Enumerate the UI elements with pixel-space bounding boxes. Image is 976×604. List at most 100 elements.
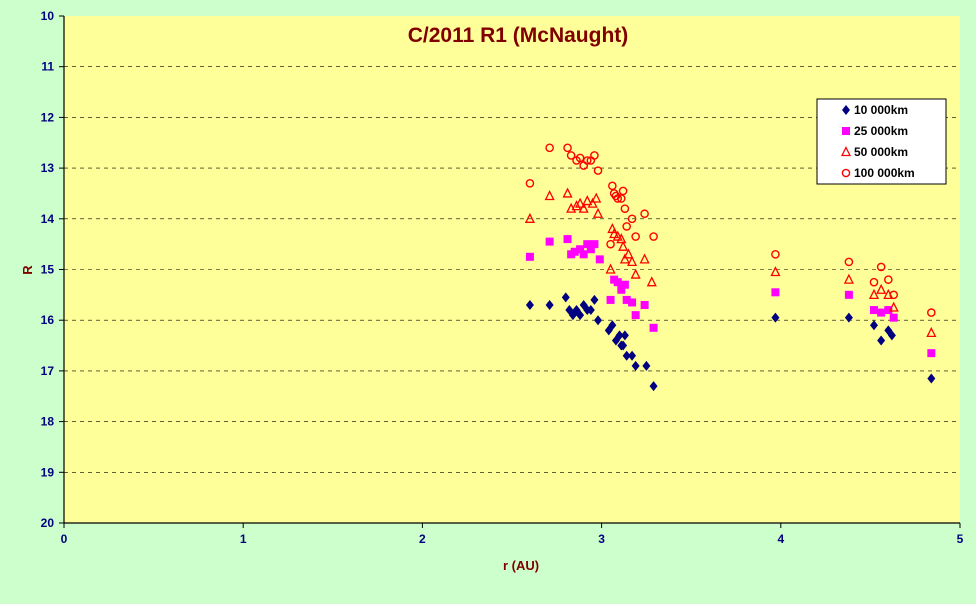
legend-marker bbox=[841, 168, 851, 178]
data-point bbox=[622, 350, 631, 361]
data-point bbox=[620, 204, 630, 213]
data-point bbox=[563, 235, 572, 244]
data-point bbox=[606, 295, 615, 304]
chart-title: C/2011 R1 (McNaught) bbox=[408, 24, 629, 47]
data-point bbox=[608, 320, 617, 331]
legend-marker bbox=[842, 105, 850, 115]
data-point bbox=[888, 301, 899, 312]
data-point bbox=[771, 288, 780, 297]
data-point bbox=[869, 320, 878, 331]
data-point bbox=[649, 232, 658, 241]
data-point bbox=[587, 197, 598, 208]
data-point bbox=[571, 200, 582, 211]
legend-entry: 10 000km bbox=[842, 103, 908, 117]
data-point bbox=[591, 192, 602, 203]
data-point bbox=[927, 308, 936, 317]
data-point bbox=[640, 300, 649, 309]
data-point bbox=[771, 249, 780, 259]
data-point bbox=[622, 295, 631, 304]
y-tick-label: 20 bbox=[41, 516, 55, 530]
data-point bbox=[576, 310, 585, 321]
data-point bbox=[628, 350, 637, 361]
legend-label: 10 000km bbox=[854, 103, 908, 117]
data-point bbox=[640, 209, 649, 219]
data-point bbox=[595, 255, 604, 264]
data-point bbox=[592, 207, 604, 218]
data-point bbox=[889, 313, 898, 322]
data-marks bbox=[524, 143, 937, 392]
y-tick-label: 18 bbox=[41, 415, 55, 429]
data-point bbox=[618, 186, 628, 196]
data-point bbox=[639, 253, 650, 264]
data-point bbox=[616, 233, 627, 244]
legend-marker bbox=[840, 146, 852, 157]
data-point bbox=[613, 278, 622, 287]
data-point bbox=[771, 312, 780, 323]
y-tick-label: 16 bbox=[41, 313, 55, 327]
x-tick-label: 3 bbox=[598, 532, 605, 546]
data-point bbox=[887, 330, 896, 341]
series-4 bbox=[525, 143, 936, 317]
y-tick-label: 15 bbox=[41, 263, 55, 277]
data-point bbox=[561, 292, 570, 303]
data-point bbox=[868, 288, 880, 300]
x-tick-label: 0 bbox=[61, 532, 68, 546]
data-point bbox=[877, 308, 886, 317]
data-point bbox=[590, 151, 599, 160]
series-3 bbox=[524, 187, 937, 338]
data-point bbox=[770, 266, 781, 277]
data-point bbox=[609, 228, 620, 239]
series-2 bbox=[525, 235, 936, 358]
data-point bbox=[630, 268, 641, 279]
data-point bbox=[869, 277, 879, 287]
x-tick-label: 2 bbox=[419, 532, 426, 546]
x-tick-label: 4 bbox=[777, 532, 784, 546]
data-point bbox=[525, 252, 534, 261]
data-point bbox=[646, 276, 657, 287]
data-point bbox=[884, 306, 893, 315]
x-tick-label: 1 bbox=[240, 532, 247, 546]
data-point bbox=[617, 285, 626, 294]
data-point bbox=[642, 360, 651, 371]
y-tick-label: 17 bbox=[41, 364, 55, 378]
data-point bbox=[844, 257, 854, 267]
data-point bbox=[619, 253, 630, 264]
data-point bbox=[593, 166, 603, 175]
legend-marker bbox=[842, 127, 850, 135]
data-point bbox=[590, 294, 599, 305]
data-point bbox=[876, 262, 886, 272]
y-tick-label: 19 bbox=[41, 465, 55, 479]
data-point bbox=[649, 381, 658, 392]
data-point bbox=[545, 299, 554, 310]
data-point bbox=[627, 255, 638, 267]
data-point bbox=[575, 153, 585, 163]
data-point bbox=[620, 280, 629, 289]
y-tick-label: 11 bbox=[41, 60, 54, 74]
data-point bbox=[586, 245, 595, 254]
legend-entry: 25 000km bbox=[842, 124, 908, 138]
data-point bbox=[562, 187, 573, 198]
x-axis-ticks: 0 1 2 3 4 5 bbox=[61, 523, 964, 546]
y-tick-label: 12 bbox=[41, 110, 55, 124]
data-point bbox=[631, 311, 640, 320]
data-point bbox=[617, 194, 626, 203]
data-point bbox=[869, 306, 878, 315]
gridlines bbox=[64, 66, 960, 473]
data-point bbox=[844, 312, 853, 323]
y-axis-label: R bbox=[20, 265, 35, 275]
legend-label: 25 000km bbox=[854, 124, 908, 138]
data-point bbox=[594, 315, 603, 326]
data-point bbox=[608, 181, 617, 191]
data-point bbox=[889, 290, 898, 300]
data-point bbox=[545, 143, 554, 153]
data-point bbox=[606, 239, 615, 249]
data-point bbox=[927, 349, 936, 358]
series-1 bbox=[525, 292, 936, 392]
data-point bbox=[544, 190, 555, 201]
data-point bbox=[844, 290, 853, 299]
data-point bbox=[578, 202, 589, 213]
x-tick-label: 5 bbox=[957, 532, 964, 546]
data-point bbox=[884, 275, 893, 284]
data-point bbox=[575, 197, 586, 208]
